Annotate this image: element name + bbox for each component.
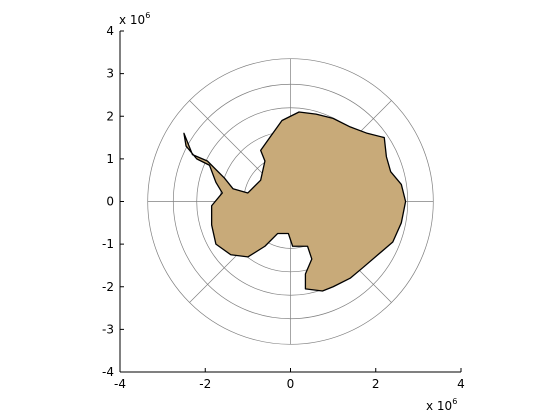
x-tick-label: -4 — [114, 377, 126, 391]
x-tick-label: 2 — [372, 377, 380, 391]
x-tick-label: 4 — [457, 377, 465, 391]
y-tick-label: 3 — [106, 67, 114, 81]
y-tick-label: 0 — [106, 195, 114, 209]
antarctica-polygon — [183, 111, 407, 292]
y-tick-label: -1 — [102, 237, 114, 251]
y-tick-label: -2 — [102, 280, 114, 294]
x-tick-label: -2 — [199, 377, 211, 391]
y-tick-label: -3 — [102, 322, 114, 336]
y-axis-multiplier: x 106 — [119, 11, 150, 27]
x-tick-label: 0 — [287, 377, 295, 391]
y-tick-label: 2 — [106, 109, 114, 123]
y-axis-ticks: 4 3 2 1 0 -1 -2 -3 -4 — [102, 24, 124, 379]
x-axis-ticks: -4 -2 0 2 4 — [114, 368, 465, 391]
y-tick-label: 4 — [106, 24, 114, 38]
x-axis-multiplier: x 106 — [426, 397, 457, 413]
antarctica-landmass — [183, 111, 407, 292]
y-tick-label: -4 — [102, 365, 114, 379]
y-tick-label: 1 — [106, 152, 114, 166]
